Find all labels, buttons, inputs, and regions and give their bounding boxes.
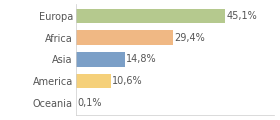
Bar — [76, 74, 111, 88]
Text: 10,6%: 10,6% — [112, 76, 143, 86]
Text: 45,1%: 45,1% — [227, 11, 257, 21]
Text: 0,1%: 0,1% — [78, 98, 102, 108]
Bar — [76, 52, 125, 67]
Bar — [76, 9, 225, 23]
Bar — [76, 30, 173, 45]
Text: 14,8%: 14,8% — [126, 54, 157, 64]
Text: 29,4%: 29,4% — [175, 33, 206, 43]
